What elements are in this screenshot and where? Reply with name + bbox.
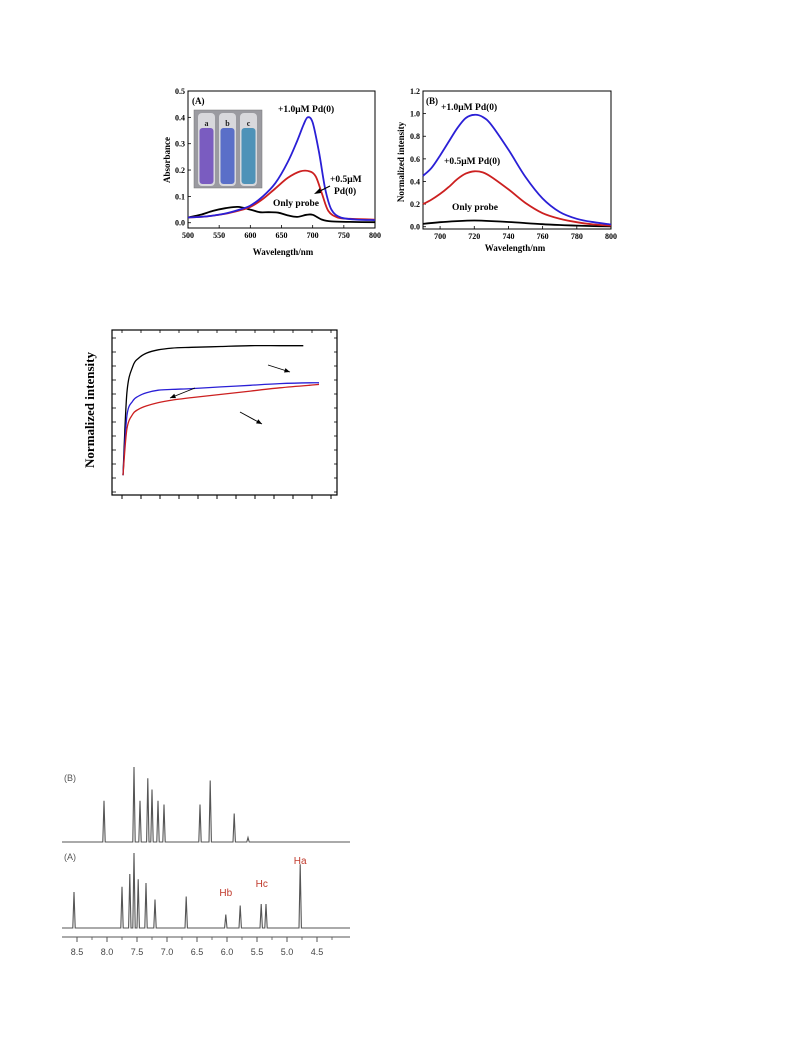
y-tick-label: 0.0 bbox=[175, 219, 185, 228]
cuvette-label: a bbox=[205, 119, 209, 128]
x-tick-label: 700 bbox=[307, 231, 319, 240]
x-tick-label: 650 bbox=[276, 231, 288, 240]
y-tick-label: 0.1 bbox=[175, 192, 185, 201]
y-axis-label-a: Absorbance bbox=[162, 137, 172, 183]
cuvette-label: b bbox=[225, 119, 230, 128]
annotation-pd0-a: Pd(0) bbox=[334, 186, 356, 197]
cuvette-label: c bbox=[247, 119, 251, 128]
y-tick-label: 0.3 bbox=[175, 140, 185, 149]
x-tick-label: 550 bbox=[213, 231, 225, 240]
y-tick-label: 0.2 bbox=[175, 166, 185, 175]
panel-label-a: (A) bbox=[192, 96, 205, 106]
annotation-05um-a: +0.5μM bbox=[330, 175, 362, 185]
cuvette-solution bbox=[241, 128, 256, 184]
series-line-2 bbox=[187, 116, 376, 221]
x-axis-label-a: Wavelength/nm bbox=[253, 247, 314, 257]
annotation-arrowhead-a bbox=[314, 188, 321, 194]
cuvette-solution bbox=[220, 128, 235, 184]
x-tick-label: 800 bbox=[369, 231, 381, 240]
cuvette-solution bbox=[199, 128, 214, 184]
y-tick-label: 0.4 bbox=[175, 113, 185, 122]
x-tick-label: 600 bbox=[244, 231, 256, 240]
x-tick-label: 500 bbox=[182, 231, 194, 240]
cuvette-photo-inset: a b c bbox=[193, 109, 263, 189]
annotation-probe-a: Only probe bbox=[273, 199, 319, 209]
x-tick-label: 750 bbox=[338, 231, 350, 240]
series-line-0 bbox=[187, 205, 376, 224]
y-tick-label: 0.5 bbox=[175, 87, 185, 96]
annotation-1um-a: +1.0μM Pd(0) bbox=[278, 104, 334, 115]
